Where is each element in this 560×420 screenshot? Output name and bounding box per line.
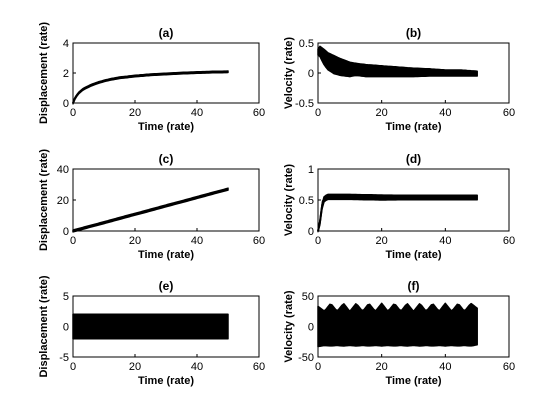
panel-4-y-tick-label: 0.5	[299, 195, 314, 207]
panel-1-x-tick-label: 0	[70, 107, 76, 119]
panel-3-y-tick-label: 20	[57, 195, 69, 207]
panel-5-y-tick-label: 5	[63, 291, 69, 303]
panel-3-axes	[72, 168, 260, 232]
panel-2-x-axis-label: Time (rate)	[385, 121, 441, 133]
panel-5-x-tick-label: 40	[191, 361, 203, 373]
panel-3-title: (c)	[159, 152, 174, 166]
panel-3-x-tick-label: 60	[253, 235, 265, 247]
panel-1-series-line	[72, 70, 229, 104]
panel-1-x-axis-label: Time (rate)	[138, 121, 194, 133]
panel-3-x-axis-label: Time (rate)	[138, 249, 194, 261]
panel-3-series-line	[72, 188, 229, 232]
panel-5-x-tick-label: 0	[70, 361, 76, 373]
panel-3-y-axis-label: Displacement (rate)	[38, 149, 50, 251]
panel-4-x-tick-label: 0	[315, 235, 321, 247]
panel-5-y-tick-label: 0	[63, 322, 69, 334]
panel-4-x-tick-label: 60	[503, 235, 515, 247]
panel-1-y-tick-label: 2	[63, 68, 69, 80]
panel-6-x-axis-label: Time (rate)	[385, 375, 441, 387]
panel-1-y-axis-label: Displacement (rate)	[38, 22, 50, 124]
panel-1-y-tick-label: 0	[63, 98, 69, 110]
panel-4-y-axis-label: Velocity (rate)	[283, 164, 295, 236]
panel-1-y-tick-label: 4	[63, 38, 69, 50]
panel-4-x-tick-label: 20	[376, 235, 388, 247]
panel-3-x-tick-label: 20	[129, 235, 141, 247]
panel-6-series-band	[317, 302, 478, 348]
panel-6-x-tick-label: 40	[439, 361, 451, 373]
panel-4-x-axis-label: Time (rate)	[385, 249, 441, 261]
panel-3-y-tick-label: 0	[63, 226, 69, 238]
panel-4-x-tick-label: 40	[439, 235, 451, 247]
panel-6-title: (f)	[408, 279, 420, 293]
panel-6-y-tick-label: -50	[298, 352, 314, 364]
panel-3-y-tick-label: 40	[57, 164, 69, 176]
panel-5-y-tick-label: -5	[59, 352, 69, 364]
panel-5-y-axis-label: Displacement (rate)	[38, 275, 50, 377]
panel-1-x-tick-label: 20	[129, 107, 141, 119]
panel-2-x-tick-label: 60	[503, 107, 515, 119]
panel-3-x-tick-label: 40	[191, 235, 203, 247]
panel-4-y-tick-label: 1	[308, 164, 314, 176]
panel-2-y-tick-label: 0	[308, 68, 314, 80]
panel-1-x-tick-label: 60	[253, 107, 265, 119]
panel-6-x-tick-label: 60	[503, 361, 515, 373]
panel-5-x-tick-label: 60	[253, 361, 265, 373]
panel-5-x-tick-label: 20	[129, 361, 141, 373]
panel-6-x-tick-label: 20	[376, 361, 388, 373]
panel-2-title: (b)	[406, 26, 421, 40]
panel-2-y-tick-label: 0.5	[299, 38, 314, 50]
panel-6-y-axis-label: Velocity (rate)	[283, 290, 295, 362]
panel-2-x-tick-label: 20	[376, 107, 388, 119]
panel-4-y-tick-label: 0	[308, 226, 314, 238]
panel-6-x-tick-label: 0	[315, 361, 321, 373]
panel-1-x-tick-label: 40	[191, 107, 203, 119]
panel-2-x-tick-label: 0	[315, 107, 321, 119]
panel-6-y-tick-label: 50	[302, 291, 314, 303]
panel-2-x-tick-label: 40	[439, 107, 451, 119]
panel-6-y-tick-label: 0	[308, 322, 314, 334]
panel-4-series-line	[317, 195, 478, 232]
panel-5-x-axis-label: Time (rate)	[138, 375, 194, 387]
panel-2-series-line	[317, 49, 478, 75]
panel-2-y-axis-label: Velocity (rate)	[283, 37, 295, 109]
panel-6-series-line	[317, 323, 478, 330]
panel-2-y-tick-label: -0.5	[295, 98, 314, 110]
panel-3-x-tick-label: 0	[70, 235, 76, 247]
panel-1-title: (a)	[159, 26, 174, 40]
panel-4-title: (d)	[406, 152, 421, 166]
panel-5-title: (e)	[159, 279, 174, 293]
